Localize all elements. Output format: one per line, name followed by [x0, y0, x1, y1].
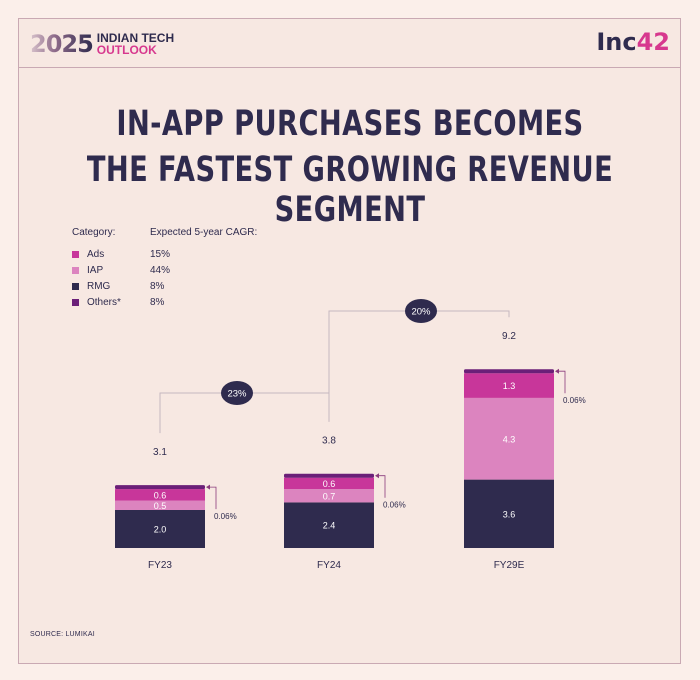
- bar-value-label: 0.6: [154, 490, 167, 500]
- legend-item-rmg: RMG 8%: [72, 281, 164, 292]
- others-value-label: 0.06%: [214, 512, 237, 521]
- inc42-logo: Inc42: [596, 28, 670, 56]
- legend-cagr: 8%: [150, 297, 165, 308]
- bar-segment-ads: [115, 489, 205, 501]
- bar-value-label: 4.3: [503, 434, 516, 444]
- bar-segment-iap: [464, 397, 554, 480]
- category-label: FY24: [317, 560, 341, 571]
- others-callout-arrow: [206, 484, 210, 490]
- bar-segment-others: [284, 473, 374, 478]
- category-label: FY23: [148, 560, 172, 571]
- bar-value-label: 3.6: [503, 509, 516, 519]
- others-callout-arrow: [555, 368, 559, 374]
- others-value-label: 0.06%: [563, 396, 586, 405]
- legend-cagr: 8%: [150, 281, 165, 292]
- others-callout-line: [207, 486, 217, 510]
- bar-total-label: 9.2: [502, 331, 516, 342]
- growth-label: 20%: [411, 307, 431, 318]
- category-label: FY29E: [494, 560, 525, 571]
- bar-value-label: 0.5: [154, 501, 167, 511]
- bar-value-label: 1.3: [503, 381, 516, 391]
- bar-value-label: 2.0: [154, 525, 167, 535]
- outlook-brand: 2025 INDIAN TECH OUTLOOK: [30, 30, 174, 58]
- bar-value-label: 0.6: [323, 479, 336, 489]
- others-callout-arrow: [375, 473, 379, 479]
- bar-segment-others: [115, 485, 205, 490]
- header-divider: [18, 67, 681, 68]
- brand-line-2: OUTLOOK: [96, 43, 157, 57]
- bar-total-label: 3.8: [322, 436, 336, 447]
- legend-item-iap: IAP 44%: [72, 265, 170, 276]
- bar-segment-ads: [284, 477, 374, 490]
- source-note: SOURCE: LUMIKAI: [30, 631, 95, 638]
- bar-value-label: 2.4: [323, 521, 336, 531]
- legend-swatch: [72, 251, 79, 258]
- chart-title-line-2: THE FASTEST GROWING REVENUE SEGMENT: [86, 150, 614, 230]
- chart-title-line-1: IN-APP PURCHASES BECOMES: [116, 104, 584, 144]
- infographic-frame: [18, 18, 681, 664]
- legend-swatch: [72, 299, 79, 306]
- legend-item-ads: Ads 15%: [72, 249, 170, 260]
- logo-text: Inc: [596, 28, 637, 56]
- others-callout-line: [376, 475, 386, 498]
- growth-label: 23%: [227, 389, 247, 400]
- growth-badge: [405, 299, 437, 323]
- bar-segment-iap: [115, 500, 205, 510]
- legend-item-others: Others* 8%: [72, 297, 164, 308]
- bar-total-label: 3.1: [153, 447, 167, 458]
- bar-segment-rmg: [115, 510, 205, 548]
- legend-label: IAP: [87, 265, 104, 276]
- bar-segment-ads: [464, 373, 554, 398]
- legend-label: RMG: [87, 281, 111, 292]
- others-value-label: 0.06%: [383, 501, 406, 510]
- brand-text: INDIAN TECH OUTLOOK: [97, 32, 174, 56]
- legend-cagr: 44%: [150, 265, 171, 276]
- growth-badge: [221, 381, 253, 405]
- bar-segment-iap: [284, 489, 374, 503]
- legend-label: Ads: [87, 249, 105, 260]
- legend-swatch: [72, 283, 79, 290]
- logo-number: 42: [636, 28, 670, 56]
- legend-swatch: [72, 267, 79, 274]
- bar-value-label: 0.7: [323, 491, 336, 501]
- legend-category-header: Category:: [72, 227, 116, 238]
- brand-line-1: INDIAN TECH: [96, 31, 175, 45]
- legend-label: Others*: [87, 297, 121, 308]
- brand-year: 2025: [30, 30, 94, 58]
- bar-segment-others: [464, 369, 554, 374]
- bar-segment-rmg: [464, 479, 554, 548]
- bar-segment-rmg: [284, 502, 374, 548]
- legend-cagr-header: Expected 5-year CAGR:: [150, 227, 258, 238]
- legend-cagr: 15%: [150, 249, 171, 260]
- others-callout-line: [556, 370, 566, 394]
